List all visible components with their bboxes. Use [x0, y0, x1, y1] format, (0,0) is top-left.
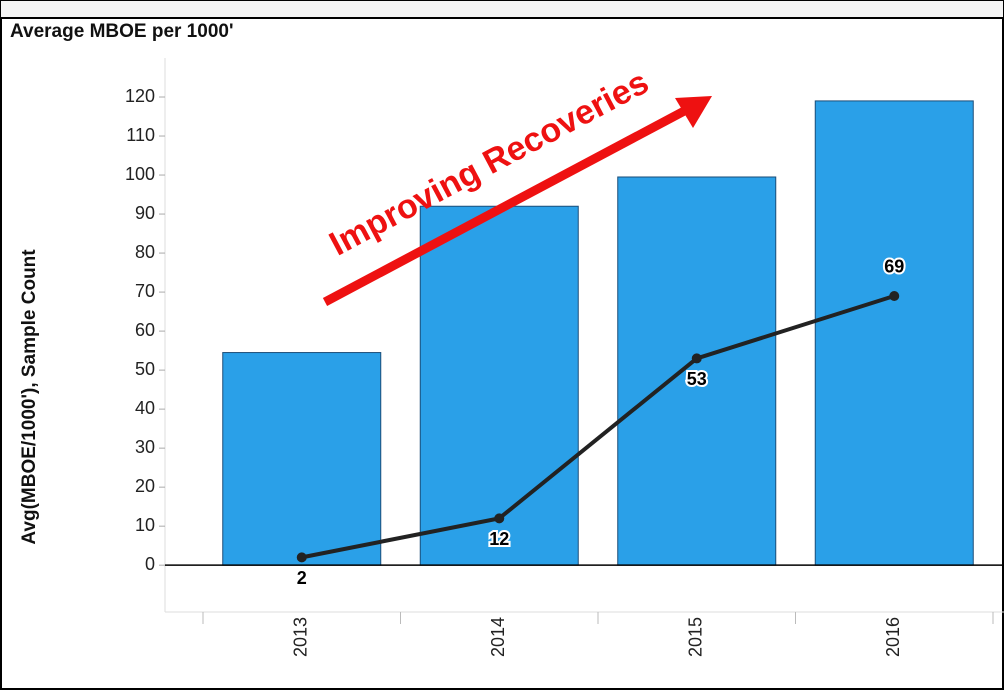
y-tick-label: 120	[125, 86, 155, 106]
bar	[617, 176, 777, 566]
data-label: 69	[884, 257, 904, 277]
line	[301, 294, 895, 560]
y-tick-label: 80	[135, 242, 155, 262]
y-tick-label: 70	[135, 281, 155, 301]
bar	[814, 100, 974, 566]
point	[889, 290, 900, 301]
y-tick-label: 40	[135, 398, 155, 418]
x-tick-label: 2013	[291, 617, 311, 657]
y-tick-label: 60	[135, 320, 155, 340]
arrow-shaft	[322, 105, 691, 306]
data-label: 12	[489, 529, 509, 549]
top-strip	[1, 1, 1003, 18]
y-tick-label: 0	[145, 554, 155, 574]
y-tick-label: 10	[135, 515, 155, 535]
point	[494, 513, 505, 524]
y-tick-label: 30	[135, 437, 155, 457]
x-tick-label: 2014	[488, 617, 508, 657]
point	[691, 353, 702, 364]
y-axis-label: Avg(MBOE/1000'), Sample Count	[19, 249, 40, 545]
x-tick-label: 2016	[883, 617, 903, 657]
bar	[222, 352, 382, 566]
data-label: 2	[297, 568, 307, 588]
y-tick-label: 50	[135, 359, 155, 379]
y-tick-label: 90	[135, 203, 155, 223]
chart-title: Average MBOE per 1000'	[10, 21, 233, 42]
point	[296, 552, 307, 563]
y-tick-label: 100	[125, 164, 155, 184]
bar	[419, 205, 579, 566]
y-tick-label: 20	[135, 476, 155, 496]
y-tick-label: 110	[126, 125, 155, 145]
data-label: 53	[687, 369, 707, 389]
arrow-head	[675, 96, 712, 128]
x-tick-label: 2015	[686, 617, 706, 657]
